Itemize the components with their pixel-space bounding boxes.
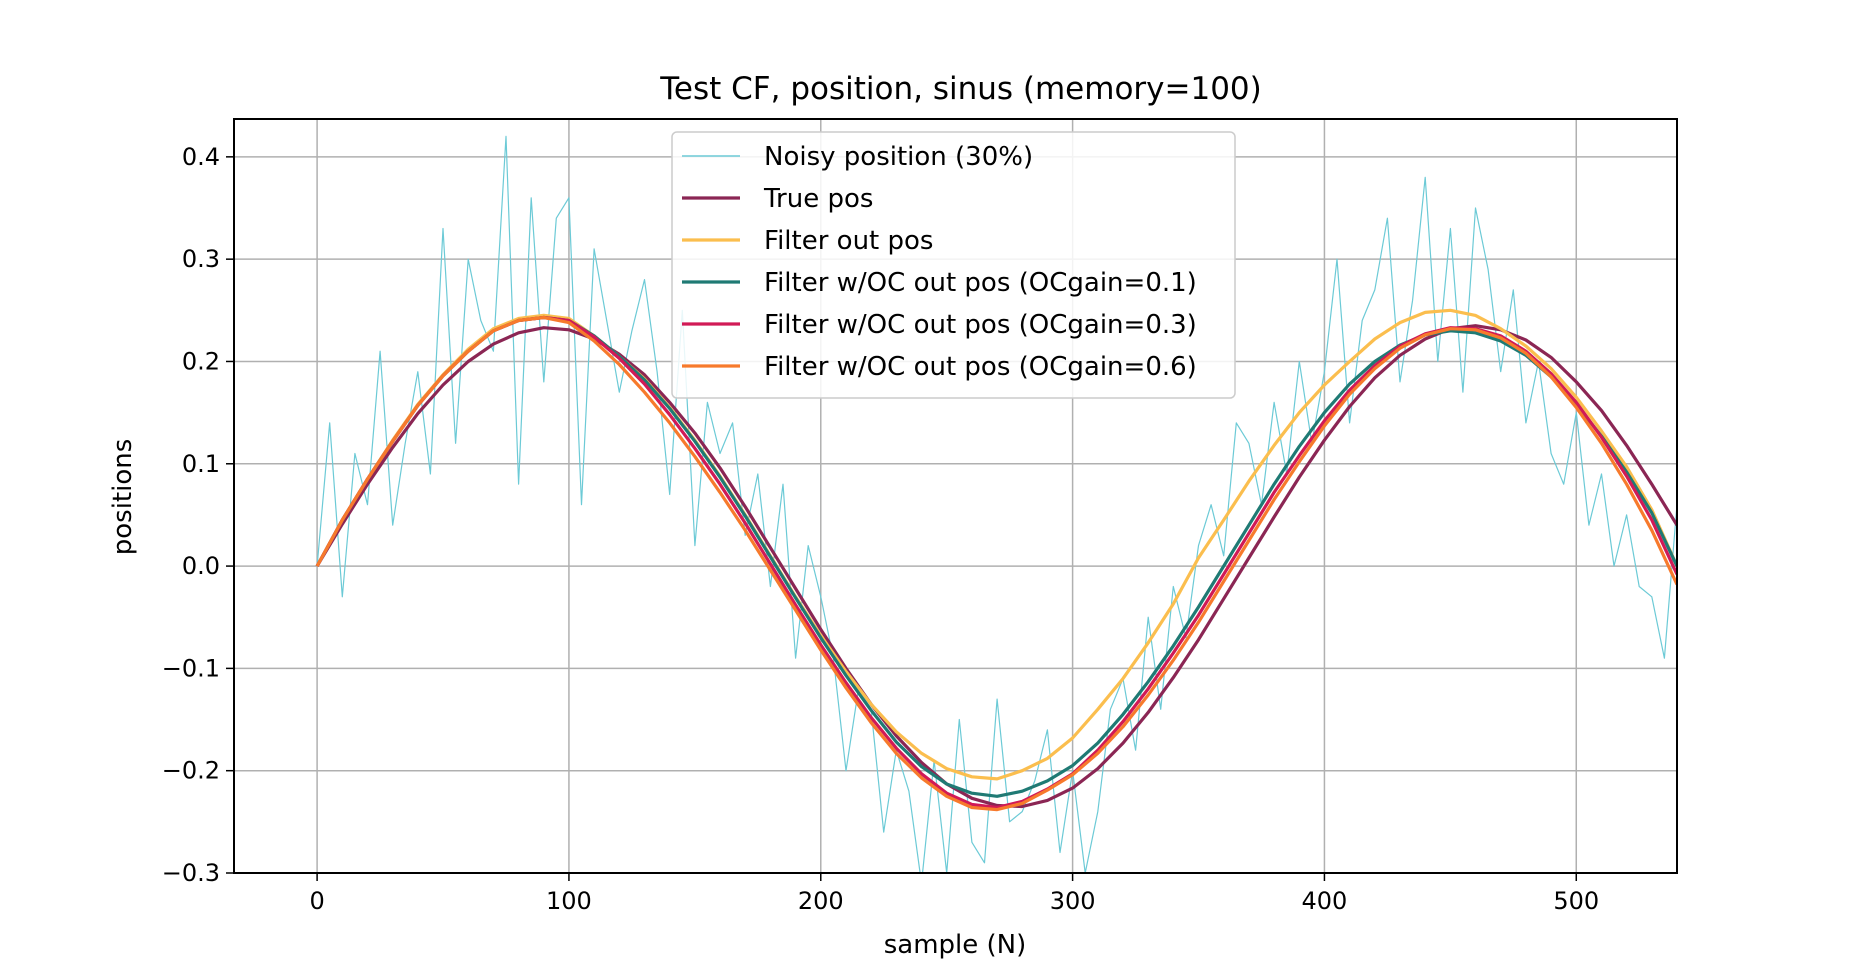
x-tick-label: 200 bbox=[798, 887, 844, 915]
legend-label: Filter w/OC out pos (OCgain=0.1) bbox=[764, 268, 1197, 298]
y-tick-label: −0.1 bbox=[162, 654, 220, 682]
x-tick-label: 400 bbox=[1302, 887, 1348, 915]
series-line-1 bbox=[316, 135, 1677, 873]
plot-area bbox=[315, 135, 1677, 873]
x-tick-label: 0 bbox=[309, 887, 324, 915]
y-tick-label: 0.0 bbox=[182, 552, 220, 580]
legend-label: Filter w/OC out pos (OCgain=0.6) bbox=[764, 352, 1197, 382]
x-tick-label: 100 bbox=[546, 887, 592, 915]
y-tick-label: −0.2 bbox=[162, 757, 220, 785]
legend-label: Filter out pos bbox=[764, 226, 933, 256]
series-line-3 bbox=[315, 308, 1677, 781]
legend-label: True pos bbox=[763, 184, 873, 214]
plot-frame bbox=[233, 118, 1678, 874]
x-tick-label: 300 bbox=[1050, 887, 1096, 915]
y-tick-label: 0.2 bbox=[182, 347, 220, 375]
legend: Noisy position (30%) True pos Filter out p… bbox=[671, 131, 1236, 399]
y-tick-label: 0.4 bbox=[182, 143, 220, 171]
y-tick-label: 0.3 bbox=[182, 245, 220, 273]
y-tick-label: 0.1 bbox=[182, 450, 220, 478]
legend-box bbox=[671, 131, 1236, 399]
x-axis-label: sample (N) bbox=[884, 930, 1027, 960]
series-line-6 bbox=[315, 315, 1677, 812]
legend-label: Filter w/OC out pos (OCgain=0.3) bbox=[764, 310, 1197, 340]
axis-ticks: 0 100 200 300 400 500 −0.3 −0.2 −0.1 0.0 0.1 0.2 0.3… bbox=[162, 143, 1599, 915]
legend-label: Noisy position (30%) bbox=[764, 142, 1033, 172]
y-axis-label: positions bbox=[108, 439, 138, 556]
y-tick-label: −0.3 bbox=[162, 859, 220, 887]
x-tick-label: 500 bbox=[1553, 887, 1599, 915]
chart-title: Test CF, position, sinus (memory=100) bbox=[659, 71, 1262, 107]
